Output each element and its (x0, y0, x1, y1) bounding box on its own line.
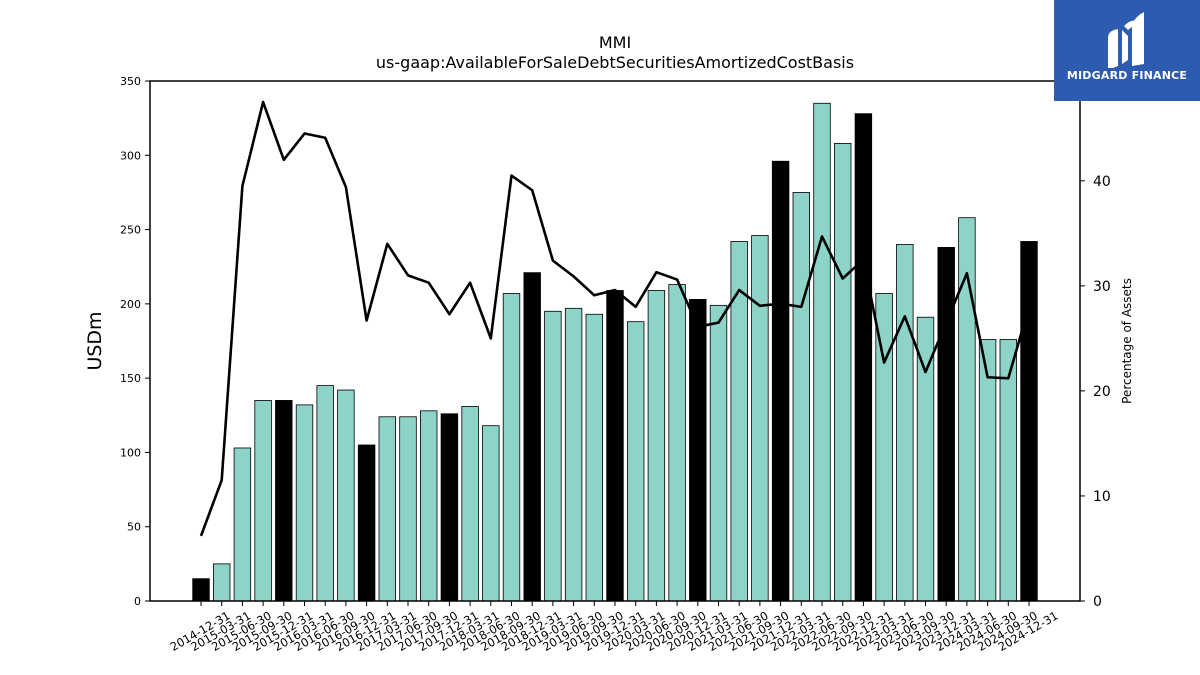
bar-2017-12-31 (440, 413, 459, 602)
y-axis-left: 0 50 100 150 200 250 300 350 (120, 75, 150, 608)
bar-2018-06-30 (482, 425, 500, 602)
bar-2018-09-30 (502, 293, 521, 602)
y2-tick-label: 10 (1093, 489, 1111, 505)
bar-2020-09-30 (668, 284, 686, 602)
chart-subtitle: us-gaap:AvailableForSaleDebtSecuritiesAm… (376, 53, 854, 72)
bar-2022-06-30 (813, 102, 831, 602)
bar-2015-06-30 (233, 447, 252, 602)
y-tick-label: 100 (120, 446, 141, 459)
bar-2023-12-31 (937, 246, 955, 602)
percentage-line (199, 100, 1031, 537)
y2-tick-label: 40 (1093, 174, 1111, 190)
y2-axis-label: Percentage of Assets (1120, 278, 1134, 404)
y-tick-label: 200 (120, 298, 141, 311)
bar-2017-09-30 (419, 410, 438, 602)
y-tick-label: 250 (120, 224, 141, 237)
bar-2017-03-31 (378, 416, 397, 602)
bar-2021-09-30 (751, 235, 769, 602)
bar-2019-12-31 (606, 290, 624, 602)
bar-2019-06-30 (564, 307, 583, 602)
bar-2018-12-31 (523, 272, 541, 602)
brand-name: MIDGARD FINANCE (1066, 69, 1188, 82)
bar-2016-09-30 (337, 389, 355, 602)
chart-title: MMI (599, 33, 631, 52)
bar-2024-12-31 (1020, 241, 1038, 602)
bar-2016-06-30 (316, 385, 334, 602)
y-tick-label: 0 (134, 595, 141, 608)
bar-2021-03-31 (709, 304, 728, 602)
bar-2021-12-31 (771, 160, 790, 602)
x-axis: 2014-12-312015-03-312015-06-302015-09-30… (168, 601, 1061, 654)
bar-2016-03-31 (295, 404, 314, 602)
bar-2022-03-31 (792, 192, 811, 602)
y2-tick-label: 0 (1093, 594, 1102, 610)
y-tick-label: 300 (120, 149, 141, 162)
y2-tick-label: 30 (1093, 279, 1111, 295)
bar-2016-12-31 (357, 444, 376, 602)
bar-2020-03-31 (627, 321, 645, 602)
bar-2014-12-31 (192, 578, 210, 602)
bar-2017-06-30 (399, 416, 417, 602)
bar-2015-03-31 (212, 563, 231, 602)
bar-2020-12-31 (689, 298, 707, 602)
y-tick-label: 150 (120, 372, 141, 385)
bar-2019-03-31 (544, 310, 562, 602)
y2-tick-label: 20 (1093, 384, 1111, 400)
brand-mark-icon (1108, 12, 1144, 68)
bar-2020-06-30 (647, 290, 666, 602)
y-tick-label: 350 (120, 75, 141, 88)
bar-2022-12-31 (854, 113, 873, 602)
y-tick-label: 50 (127, 521, 141, 534)
bar-2019-09-30 (585, 313, 604, 602)
y-axis-label: USDm (84, 311, 106, 370)
brand-logo: MIDGARD FINANCE (1054, 0, 1200, 101)
bars (192, 102, 1038, 602)
bar-2018-03-31 (461, 405, 479, 602)
y-axis-right: 0 10 20 30 40 (1080, 174, 1111, 610)
line-series (199, 100, 1031, 537)
bar-2022-09-30 (834, 142, 852, 602)
bar-2015-12-31 (275, 400, 293, 602)
bar-2015-09-30 (254, 400, 272, 602)
bar-2023-06-30 (896, 244, 914, 602)
